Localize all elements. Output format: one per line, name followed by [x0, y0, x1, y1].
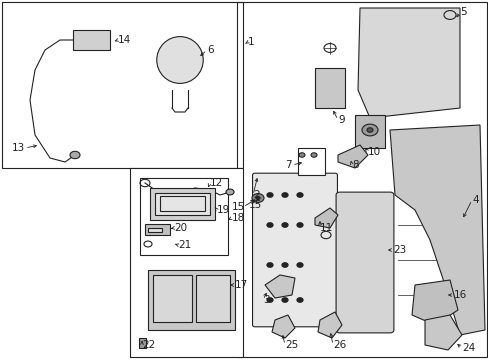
Circle shape — [296, 263, 302, 267]
Text: 20: 20 — [174, 223, 187, 233]
Polygon shape — [357, 8, 459, 118]
Bar — [297, 148, 325, 175]
Circle shape — [225, 189, 234, 195]
Circle shape — [256, 197, 260, 199]
FancyBboxPatch shape — [252, 173, 337, 327]
Circle shape — [310, 153, 316, 157]
Text: 15: 15 — [231, 202, 244, 212]
Bar — [155, 193, 209, 215]
Text: 14: 14 — [118, 35, 131, 45]
Polygon shape — [314, 208, 337, 228]
FancyBboxPatch shape — [335, 192, 393, 333]
Polygon shape — [411, 280, 457, 325]
Text: 24: 24 — [461, 343, 474, 353]
Circle shape — [266, 193, 272, 197]
Polygon shape — [389, 125, 484, 335]
Circle shape — [298, 153, 305, 157]
Bar — [160, 196, 204, 211]
Text: 9: 9 — [337, 115, 344, 125]
Ellipse shape — [157, 37, 203, 84]
Circle shape — [266, 223, 272, 227]
Circle shape — [70, 151, 80, 159]
Bar — [314, 68, 345, 108]
Circle shape — [282, 193, 287, 197]
Circle shape — [366, 128, 372, 132]
Text: 2: 2 — [252, 190, 259, 200]
Text: 12: 12 — [209, 178, 223, 188]
Circle shape — [296, 193, 302, 197]
Circle shape — [266, 298, 272, 302]
Polygon shape — [337, 145, 367, 168]
Text: 4: 4 — [471, 195, 478, 205]
Circle shape — [282, 298, 287, 302]
Circle shape — [282, 223, 287, 227]
Text: 6: 6 — [206, 45, 213, 55]
Circle shape — [266, 263, 272, 267]
Text: 21: 21 — [178, 240, 191, 250]
Polygon shape — [271, 315, 294, 338]
Bar — [145, 224, 170, 235]
Text: 18: 18 — [231, 213, 245, 223]
Text: 11: 11 — [319, 223, 332, 233]
Text: 7: 7 — [285, 160, 291, 170]
Circle shape — [251, 194, 264, 202]
Bar — [150, 188, 215, 220]
Bar — [237, 2, 486, 357]
Text: 16: 16 — [453, 290, 467, 300]
Bar — [73, 30, 110, 50]
Text: 23: 23 — [392, 245, 406, 255]
Bar — [354, 115, 384, 148]
Text: 5: 5 — [459, 7, 466, 17]
Bar — [139, 338, 146, 348]
Circle shape — [282, 263, 287, 267]
Polygon shape — [424, 315, 461, 350]
Text: 19: 19 — [217, 205, 230, 215]
Text: 3: 3 — [263, 295, 269, 305]
Polygon shape — [317, 312, 341, 338]
Bar — [153, 275, 192, 322]
Bar — [196, 275, 229, 322]
Bar — [140, 178, 227, 255]
Circle shape — [296, 298, 302, 302]
Bar — [148, 270, 235, 330]
Bar — [148, 228, 162, 232]
Text: 1: 1 — [247, 37, 254, 47]
Polygon shape — [264, 275, 294, 298]
Circle shape — [296, 223, 302, 227]
Text: 13: 13 — [12, 143, 25, 153]
Text: 8: 8 — [351, 160, 358, 170]
Text: 15: 15 — [248, 200, 262, 210]
Text: 22: 22 — [142, 340, 155, 350]
Bar — [130, 168, 243, 357]
Text: 17: 17 — [235, 280, 248, 290]
Text: 26: 26 — [332, 340, 346, 350]
Bar — [2, 2, 243, 168]
Text: 25: 25 — [285, 340, 298, 350]
Circle shape — [361, 124, 377, 136]
Text: 10: 10 — [367, 147, 380, 157]
